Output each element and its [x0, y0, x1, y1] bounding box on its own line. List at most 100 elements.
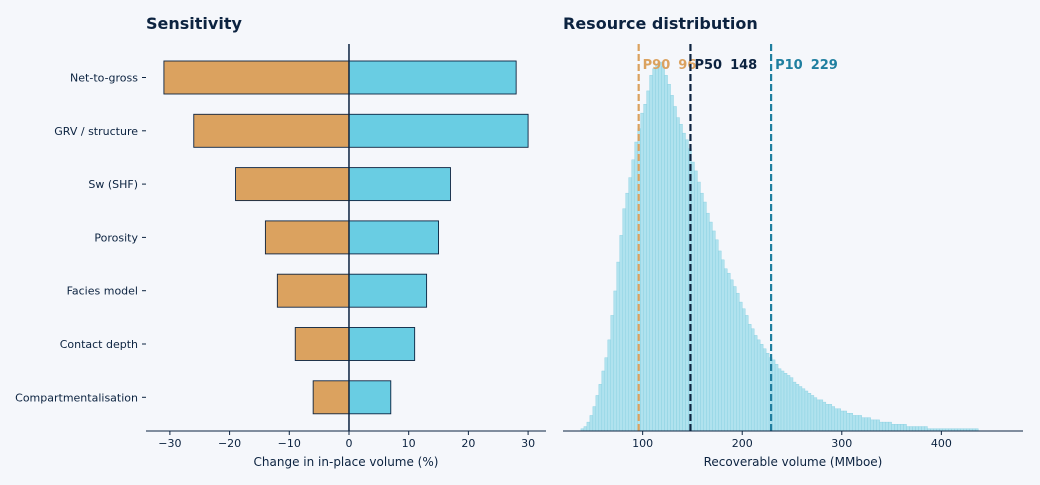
- x-tick-label: 400: [931, 437, 952, 450]
- x-tick-label: 10: [402, 437, 416, 450]
- tornado-bar-high: [348, 380, 392, 415]
- histogram-bar: [909, 426, 913, 432]
- histogram-bar: [762, 348, 767, 432]
- tornado-bar-low: [235, 167, 350, 202]
- tornado-bar-low: [163, 60, 350, 95]
- histogram-bar: [888, 421, 892, 432]
- histogram-bar: [828, 404, 833, 432]
- tornado-bar-high: [348, 167, 451, 202]
- tornado-bar-high: [348, 113, 529, 148]
- resource-distribution-title: Resource distribution: [563, 14, 758, 33]
- histogram-bar: [676, 117, 680, 432]
- histogram-bar: [780, 370, 785, 432]
- histogram-bar: [736, 292, 740, 432]
- category-label: Contact depth: [60, 338, 138, 351]
- histogram-bar: [673, 106, 677, 432]
- marker-name: P50: [694, 58, 722, 73]
- histogram-bar: [825, 404, 830, 432]
- histogram-bar: [634, 141, 638, 432]
- category-label: Compartmentalisation: [15, 391, 138, 404]
- histogram-bar: [747, 324, 752, 432]
- histogram-bar: [625, 192, 629, 432]
- histogram-bar: [840, 410, 844, 432]
- histogram-bar: [816, 399, 821, 432]
- histogram-bar: [652, 68, 656, 432]
- histogram-bar: [667, 84, 671, 432]
- histogram-bar: [759, 344, 764, 432]
- histogram-bar: [897, 424, 901, 432]
- histogram-bar: [906, 426, 910, 432]
- histogram-bar: [786, 375, 791, 432]
- histogram-bar: [697, 181, 701, 432]
- histogram-bar: [798, 386, 803, 432]
- histogram-bar: [867, 417, 871, 432]
- histogram-bar: [750, 328, 755, 432]
- histogram-bar: [664, 75, 668, 432]
- histogram-bar: [694, 170, 698, 432]
- sensitivity-x-axis-label: Change in in-place volume (%): [254, 455, 439, 469]
- histogram-bar: [670, 95, 674, 432]
- histogram-bar: [730, 279, 734, 432]
- histogram-bar: [789, 377, 794, 432]
- histogram-bar: [861, 417, 865, 432]
- histogram-bar: [718, 250, 722, 432]
- histogram-bar: [613, 290, 617, 432]
- histogram-bar: [810, 395, 815, 432]
- histogram-bar: [777, 368, 782, 432]
- histogram-bar: [739, 301, 743, 432]
- histogram-bar: [882, 421, 886, 432]
- marker-name: P90: [643, 58, 671, 73]
- x-tick-label: 100: [632, 437, 653, 450]
- histogram-bar: [924, 426, 928, 432]
- histogram-bar: [616, 261, 620, 432]
- histogram-bar: [685, 139, 689, 432]
- tornado-bar-low: [294, 327, 350, 361]
- histogram-bar: [876, 419, 880, 432]
- histogram-bar: [900, 424, 904, 432]
- histogram-bar: [715, 239, 719, 432]
- sensitivity-chart: Sensitivity Net-to-gross GRV / structure S…: [15, 14, 546, 469]
- category-label: Net-to-gross: [70, 72, 138, 85]
- histogram-bar: [915, 426, 919, 432]
- histogram-bar: [679, 124, 683, 432]
- histogram-bar: [700, 192, 704, 432]
- marker-label-p50: P50 148: [694, 58, 757, 73]
- histogram-bar: [622, 208, 626, 432]
- x-tick-label: 200: [732, 437, 753, 450]
- histogram-bar: [733, 286, 737, 432]
- histogram-bar: [595, 395, 600, 432]
- histogram-bar: [870, 419, 874, 432]
- histogram-bar: [610, 315, 614, 432]
- histogram-bar: [619, 235, 623, 432]
- histogram-bar: [795, 384, 800, 432]
- histogram-bar: [912, 426, 916, 432]
- histogram-bar: [589, 415, 594, 432]
- histogram-bar: [891, 424, 895, 432]
- category-label: GRV / structure: [54, 125, 138, 138]
- tornado-bar-low: [312, 380, 350, 415]
- histogram-bar: [655, 64, 659, 432]
- histogram-bar: [873, 419, 877, 432]
- histogram-bar: [807, 393, 812, 432]
- histogram-bar: [601, 370, 606, 432]
- histogram-bar: [903, 424, 907, 432]
- sensitivity-title: Sensitivity: [146, 14, 242, 33]
- marker-label-p90: P90 96: [643, 58, 697, 73]
- marker-name: P10: [775, 58, 803, 73]
- category-label: Facies model: [67, 285, 138, 298]
- histogram-bar: [822, 401, 827, 432]
- x-tick-label: −10: [278, 437, 301, 450]
- marker-value: 96: [678, 58, 696, 73]
- tornado-bar-high: [348, 273, 428, 308]
- histogram-bar: [756, 339, 761, 432]
- histogram-bar: [661, 66, 665, 432]
- x-tick-label: 20: [461, 437, 475, 450]
- histogram-bar: [879, 421, 883, 432]
- histogram-bar: [607, 339, 611, 432]
- histogram-bar: [658, 61, 662, 432]
- histogram-bar: [712, 230, 716, 432]
- x-tick-label: 30: [521, 437, 535, 450]
- histogram-bar: [918, 426, 922, 432]
